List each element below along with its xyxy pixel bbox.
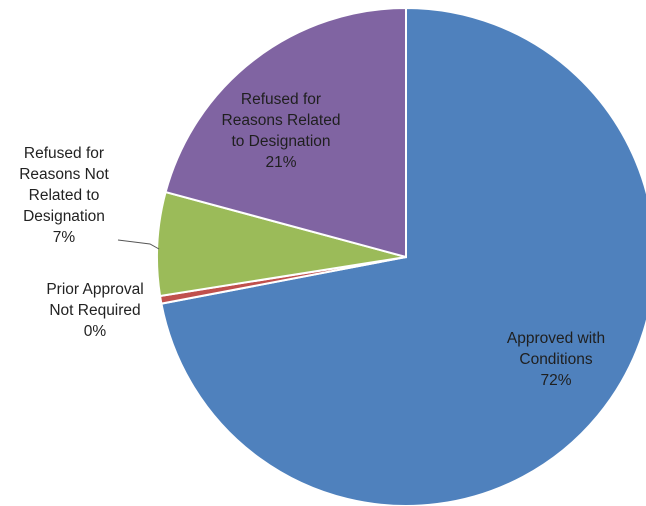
slice-label-2: Prior Approval Not Required 0% [46, 281, 143, 340]
slice-label-4: Refused for Reasons Related to Designation… [222, 91, 341, 171]
slice-label-line: Designation [23, 208, 105, 225]
slice-label-line: Approved with [507, 330, 605, 347]
pie-slice-4 [164, 6, 407, 259]
slice-label-line: 21% [265, 154, 296, 171]
leader-lines [117, 239, 160, 250]
slice-label-line: Refused for [24, 145, 104, 162]
slice-label-line: Conditions [519, 351, 592, 368]
slice-label-line: Reasons Not [19, 166, 109, 183]
pie-slices [156, 6, 646, 506]
leader-line [117, 239, 160, 250]
slice-label-line: 7% [53, 229, 76, 246]
slice-label-line: 0% [84, 323, 107, 340]
slice-label-3: Refused for Reasons Not Related to Designat… [19, 145, 109, 246]
slice-label-line: Not Required [49, 302, 140, 319]
slice-label-line: 72% [540, 372, 571, 389]
slice-label-line: Related to [29, 187, 100, 204]
slice-label-line: to Designation [231, 133, 330, 150]
pie-slice-1 [160, 6, 646, 506]
slice-label-1: Approved with Conditions 72% [507, 330, 605, 389]
slice-label-line: Reasons Related [222, 112, 341, 129]
slice-labels: Approved with Conditions 72% Prior Approval… [19, 91, 605, 389]
slice-label-line: Prior Approval [46, 281, 143, 298]
slice-label-line: Refused for [241, 91, 321, 108]
